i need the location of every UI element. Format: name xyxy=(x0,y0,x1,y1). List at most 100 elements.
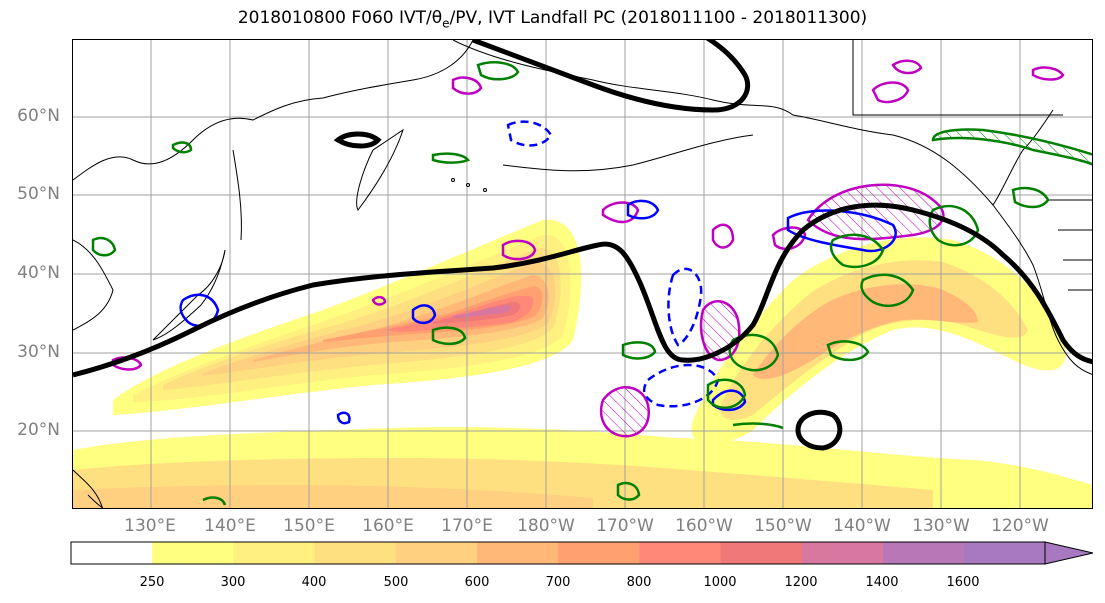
pv-pos-8 xyxy=(706,378,747,409)
colorbar-segment xyxy=(395,542,478,564)
pv-pos-2 xyxy=(928,204,980,247)
ivt-tropical-600 xyxy=(73,485,593,508)
lon-label-160e: 160°E xyxy=(362,516,414,536)
cbar-tick-600: 600 xyxy=(464,575,490,590)
colorbar-segment xyxy=(233,542,316,564)
cbar-tick-1600: 1600 xyxy=(946,575,980,590)
landfall-small-7 xyxy=(451,76,483,95)
ivt-band-600 xyxy=(253,275,549,362)
landfall-small-6 xyxy=(891,59,923,75)
colorbar-segment xyxy=(558,542,640,564)
cbar-tick-800: 800 xyxy=(626,575,652,590)
lon-label-160w: 160°W xyxy=(675,516,733,536)
map-panel[interactable] xyxy=(72,39,1093,509)
pv-pos-10 xyxy=(431,326,467,346)
coast-kamchatka xyxy=(356,128,404,211)
pv-pos-14 xyxy=(616,481,641,501)
title-suffix: /PV, IVT Landfall PC (2018011100 - 20180… xyxy=(449,8,868,28)
border-canada-us xyxy=(852,40,1063,116)
theta-small-loop xyxy=(333,131,382,149)
landfall-small-3 xyxy=(711,223,735,249)
landfall-south xyxy=(599,386,651,438)
colorbar xyxy=(70,541,1100,565)
pv-neg-5 xyxy=(411,304,437,325)
pv-pos-15 xyxy=(732,422,784,430)
colorbar-segment xyxy=(801,542,884,564)
coast-aleutians xyxy=(502,134,754,172)
pv-pos-6 xyxy=(621,341,657,360)
colorbar-segment xyxy=(314,542,397,564)
pv-neg-6 xyxy=(506,120,553,147)
map-canvas[interactable] xyxy=(73,40,1093,509)
lon-label-180w: 180°W xyxy=(517,516,575,536)
pv-pos-1 xyxy=(931,128,1092,166)
pv-neg-7 xyxy=(626,199,660,220)
theta-contour xyxy=(73,40,1092,451)
pv-pos-4 xyxy=(860,273,915,307)
colorbar-extend-arrow xyxy=(1044,541,1094,565)
lon-label-170e: 170°E xyxy=(441,516,493,536)
title-theta-sub: e xyxy=(442,16,450,31)
map-title: 2018010800 F060 IVT/θe/PV, IVT Landfall … xyxy=(0,8,1105,30)
cbar-tick-1400: 1400 xyxy=(865,575,899,590)
pv-pos-3 xyxy=(829,233,885,269)
pv-neg-2 xyxy=(667,267,703,347)
landfall-small-9 xyxy=(371,295,387,306)
cbar-tick-300: 300 xyxy=(220,575,246,590)
coast-asia xyxy=(73,40,474,181)
cbar-tick-500: 500 xyxy=(383,575,409,590)
lon-label-140e: 140°E xyxy=(204,516,256,536)
theta-main xyxy=(73,202,1092,378)
title-prefix: 2018010800 F060 IVT/ xyxy=(237,8,432,28)
coast-sakhalin xyxy=(232,149,242,241)
colorbar-segment xyxy=(720,542,803,564)
theta-north xyxy=(472,40,751,113)
lat-label-20n: 20°N xyxy=(17,420,60,440)
lon-label-130e: 130°E xyxy=(124,516,176,536)
cbar-tick-1000: 1000 xyxy=(703,575,737,590)
pv-pos-9 xyxy=(476,61,520,81)
colorbar-segment xyxy=(477,542,559,564)
landfall-small-2 xyxy=(601,201,640,224)
ivt-plume2-600 xyxy=(753,284,978,380)
pv-pos-11 xyxy=(91,236,117,257)
colorbar-segments xyxy=(71,542,1046,564)
coast-alaska xyxy=(452,40,1054,206)
pv-neg-8 xyxy=(336,411,351,425)
ivt-fill xyxy=(73,219,1092,508)
colorbar-segment xyxy=(964,542,1046,564)
coastlines xyxy=(73,40,1092,508)
lon-label-130w: 130°W xyxy=(912,516,970,536)
pv-pos-16 xyxy=(1011,186,1050,209)
lon-label-150w: 150°W xyxy=(754,516,812,536)
coast-japan xyxy=(152,249,226,341)
lon-label-140w: 140°W xyxy=(833,516,891,536)
lat-label-40n: 40°N xyxy=(17,263,60,283)
colorbar-segment xyxy=(71,542,153,564)
pv-pos-12 xyxy=(171,141,193,154)
colorbar-outline xyxy=(70,541,1046,565)
theta-ring-south xyxy=(795,409,843,451)
coast-korea xyxy=(73,239,114,331)
cbar-tick-1200: 1200 xyxy=(784,575,818,590)
lon-label-170w: 170°W xyxy=(596,516,654,536)
title-theta: θ xyxy=(431,8,443,28)
cbar-tick-700: 700 xyxy=(545,575,571,590)
landfall-small-5 xyxy=(871,81,910,104)
colorbar-segment xyxy=(883,542,965,564)
colorbar-svg xyxy=(70,541,1094,565)
pv-pos-17 xyxy=(202,496,227,506)
colorbar-segment xyxy=(639,542,722,564)
landfall-small-4 xyxy=(771,226,807,251)
landfall-small-10 xyxy=(1031,66,1065,81)
lat-label-30n: 30°N xyxy=(17,342,60,362)
cbar-tick-250: 250 xyxy=(139,575,165,590)
colorbar-segment xyxy=(152,542,234,564)
lon-label-120w: 120°W xyxy=(991,516,1049,536)
pv-pos-7 xyxy=(826,340,870,362)
cbar-tick-400: 400 xyxy=(301,575,327,590)
landfall-small-1 xyxy=(501,239,537,261)
lat-label-60n: 60°N xyxy=(17,106,60,126)
pv-neg-3 xyxy=(642,363,720,408)
pv-pos-13 xyxy=(431,152,471,164)
